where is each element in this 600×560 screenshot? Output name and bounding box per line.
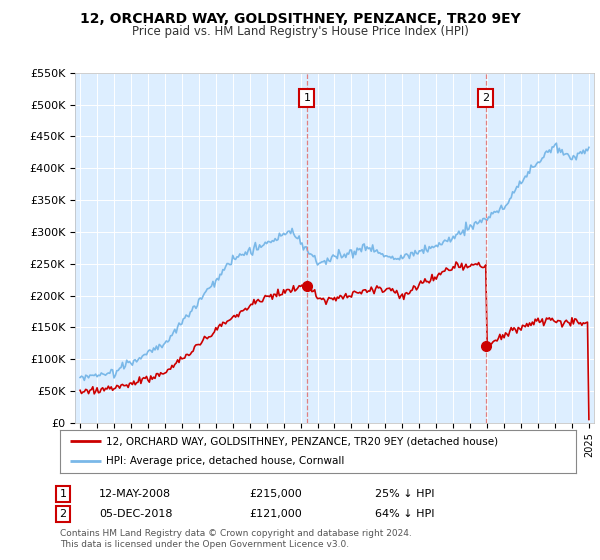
Text: HPI: Average price, detached house, Cornwall: HPI: Average price, detached house, Corn… [106,456,345,466]
Text: 12, ORCHARD WAY, GOLDSITHNEY, PENZANCE, TR20 9EY (detached house): 12, ORCHARD WAY, GOLDSITHNEY, PENZANCE, … [106,436,499,446]
Text: 1: 1 [59,489,67,499]
Text: Price paid vs. HM Land Registry's House Price Index (HPI): Price paid vs. HM Land Registry's House … [131,25,469,38]
Text: 12-MAY-2008: 12-MAY-2008 [99,489,171,499]
Text: £121,000: £121,000 [249,509,302,519]
Text: 12, ORCHARD WAY, GOLDSITHNEY, PENZANCE, TR20 9EY: 12, ORCHARD WAY, GOLDSITHNEY, PENZANCE, … [80,12,520,26]
Text: This data is licensed under the Open Government Licence v3.0.: This data is licensed under the Open Gov… [60,540,349,549]
Text: 2: 2 [482,94,490,103]
Text: 64% ↓ HPI: 64% ↓ HPI [375,509,434,519]
Text: 05-DEC-2018: 05-DEC-2018 [99,509,173,519]
Text: £215,000: £215,000 [249,489,302,499]
Text: 25% ↓ HPI: 25% ↓ HPI [375,489,434,499]
Text: 1: 1 [304,94,310,103]
Text: 2: 2 [59,509,67,519]
Text: Contains HM Land Registry data © Crown copyright and database right 2024.: Contains HM Land Registry data © Crown c… [60,529,412,538]
